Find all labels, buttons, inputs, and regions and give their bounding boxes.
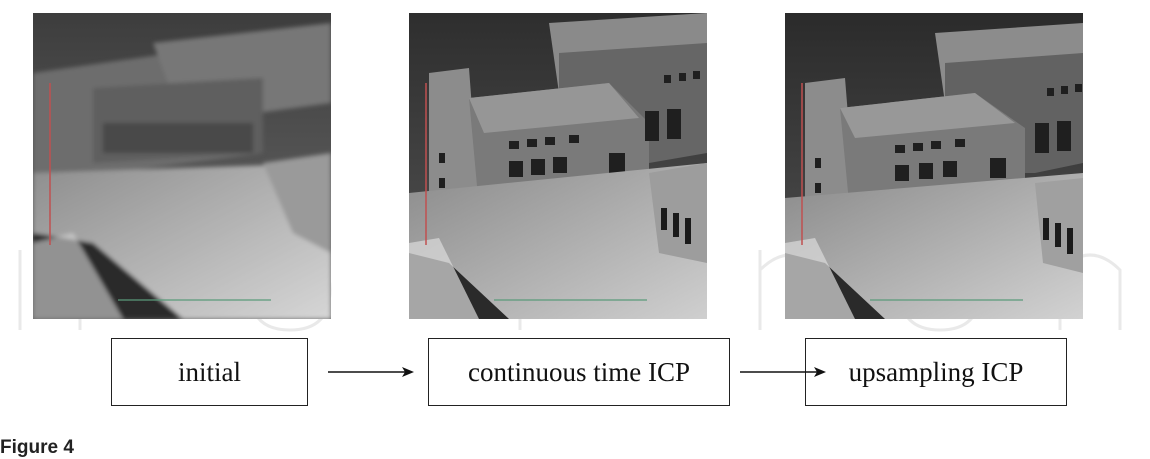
point-cloud-image-upsampling-icp <box>785 13 1083 319</box>
point-cloud-image-continuous-time-icp <box>409 13 707 319</box>
figure-caption: Figure 4 <box>0 437 74 458</box>
step-label-continuous-time-icp: continuous time ICP <box>468 356 690 387</box>
step-box-continuous-time-icp: continuous time ICP <box>428 338 730 406</box>
step-box-initial: initial <box>111 338 308 406</box>
step-label-upsampling-icp: upsampling ICP <box>848 356 1024 387</box>
point-cloud-image-initial <box>33 13 331 319</box>
step-label-initial: initial <box>178 356 241 387</box>
arrow-right-icon <box>328 367 414 377</box>
arrow-right-icon <box>740 367 826 377</box>
step-box-upsampling-icp: upsampling ICP <box>805 338 1067 406</box>
